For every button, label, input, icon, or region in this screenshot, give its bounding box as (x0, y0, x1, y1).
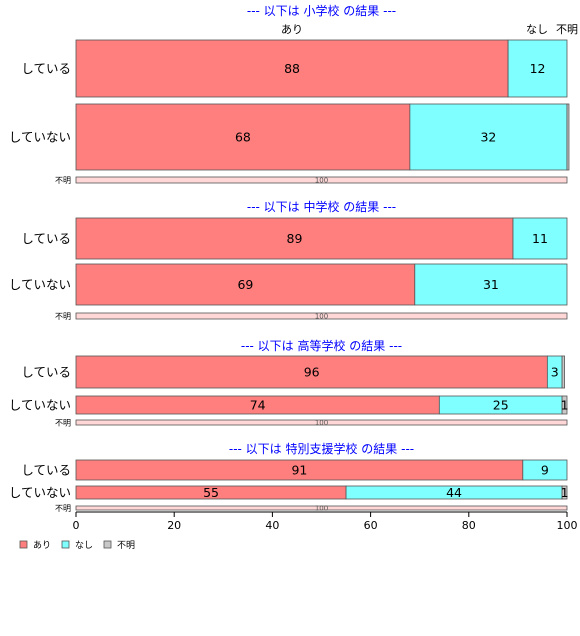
legend-swatch (103, 540, 112, 549)
x-tick-label: 0 (73, 519, 80, 532)
data-label: 89 (287, 231, 303, 246)
bar-segment (75, 355, 548, 389)
panel-title: --- 以下は 高等学校 の結果 --- (241, 338, 402, 353)
data-label: 100 (315, 505, 328, 513)
bar-segment (414, 263, 568, 306)
column-header: 不明 (556, 23, 578, 36)
bar-segment (75, 176, 568, 184)
data-label: 12 (530, 61, 546, 76)
data-label: 68 (235, 130, 251, 145)
data-label: 74 (250, 398, 266, 413)
bar-segment (75, 312, 568, 320)
bar-segment (512, 217, 568, 260)
category-label: していない (9, 130, 71, 145)
bar-segment (566, 103, 570, 171)
bar-segment (522, 459, 568, 481)
column-header: あり (281, 23, 303, 36)
bar-segment (507, 39, 568, 98)
x-tick-label: 100 (557, 519, 578, 532)
category-label: している (21, 61, 71, 76)
panel-title: --- 以下は 小学校 の結果 --- (247, 3, 396, 18)
data-label: 32 (480, 130, 496, 145)
bar-segment (75, 39, 509, 98)
data-label: 88 (284, 61, 300, 76)
data-label: 25 (493, 398, 509, 413)
legend-label: 不明 (117, 540, 135, 551)
data-label: 69 (237, 277, 253, 292)
panel-title: --- 以下は 特別支援学校 の結果 --- (229, 441, 414, 456)
data-label: 100 (315, 313, 328, 321)
category-label: していない (9, 485, 71, 500)
data-label: 100 (315, 419, 328, 427)
panel-title: --- 以下は 中学校 の結果 --- (247, 199, 396, 214)
legend-swatch (19, 540, 28, 549)
legend-label: あり (33, 540, 51, 551)
data-label: 44 (446, 485, 462, 500)
category-label: している (21, 231, 71, 246)
bar-segment (75, 217, 514, 260)
data-label: 100 (315, 177, 328, 185)
bar-segment (561, 485, 568, 500)
category-label: 不明 (55, 176, 71, 185)
category-label: 不明 (55, 419, 71, 428)
category-label: している (21, 463, 71, 478)
bar-segment (75, 103, 411, 171)
legend-swatch (61, 540, 70, 549)
data-label: 11 (532, 231, 548, 246)
x-tick-label: 60 (364, 519, 378, 532)
legend-label: なし (75, 540, 93, 551)
category-label: していない (9, 398, 71, 413)
x-tick-label: 80 (462, 519, 476, 532)
category-label: していない (9, 277, 71, 292)
data-label: 1 (561, 398, 569, 413)
data-label: 3 (551, 365, 559, 380)
data-label: 31 (483, 277, 499, 292)
x-tick-label: 20 (167, 519, 181, 532)
bar-segment (561, 395, 568, 415)
x-tick-label: 40 (265, 519, 279, 532)
column-header: なし (526, 23, 548, 36)
bar-segment (75, 419, 568, 426)
bar-segment (75, 263, 416, 306)
bar-segment (75, 505, 568, 511)
bar-segment (409, 103, 568, 171)
data-label: 1 (561, 485, 569, 500)
category-label: 不明 (55, 504, 71, 513)
data-label: 96 (304, 365, 320, 380)
data-label: 9 (541, 463, 549, 478)
category-label: している (21, 365, 71, 380)
category-label: 不明 (55, 312, 71, 321)
data-label: 55 (203, 485, 219, 500)
bar-segment (561, 355, 565, 389)
data-label: 91 (291, 463, 307, 478)
